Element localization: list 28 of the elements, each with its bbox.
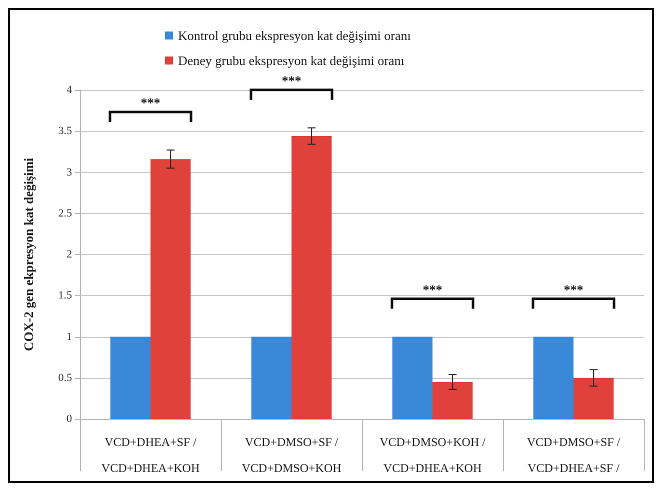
legend-label: Deney grubu ekspresyon kat değişimi oranı (178, 53, 405, 68)
annotation: *** (564, 282, 584, 297)
x-tick-label: VCD+DMSO+SF / VCD+DHEA+SF / (526, 435, 621, 475)
y-axis-title: COX-2 gen ekpresyon kat değişimi (21, 157, 36, 352)
y-tick-label: 1.5 (58, 290, 72, 302)
x-tick-label: VCD+DHEA+SF / VCD+DHEA+KOH (101, 435, 200, 475)
y-tick-label: 4 (66, 84, 72, 96)
y-tick-label: 0.5 (58, 372, 72, 384)
bar (150, 159, 191, 419)
legend-label: Kontrol grubu ekspresyon kat değişimi oranı (178, 28, 412, 43)
y-tick-label: 3 (66, 166, 72, 178)
y-tick-label: 2.5 (58, 207, 72, 220)
y-tick-label: 3.5 (58, 125, 72, 138)
bar (432, 382, 473, 419)
annotation: *** (422, 282, 442, 297)
text: *** (282, 72, 302, 88)
annotation: *** (140, 95, 160, 110)
bar (392, 336, 432, 419)
x-tick-label: VCD+DMSO+KOH / VCD+DHEA+KOH (380, 435, 486, 475)
y-tick-label: 2 (66, 248, 72, 260)
x-tick-label: VCD+DMSO+SF / VCD+DMSO+KOH (242, 435, 342, 475)
bar (574, 378, 614, 419)
bar (110, 336, 150, 419)
bar (533, 336, 574, 419)
y-tick-label: 0 (66, 413, 72, 425)
y-tick-label: 1 (66, 330, 72, 343)
bar (251, 336, 292, 419)
bar (292, 136, 332, 419)
